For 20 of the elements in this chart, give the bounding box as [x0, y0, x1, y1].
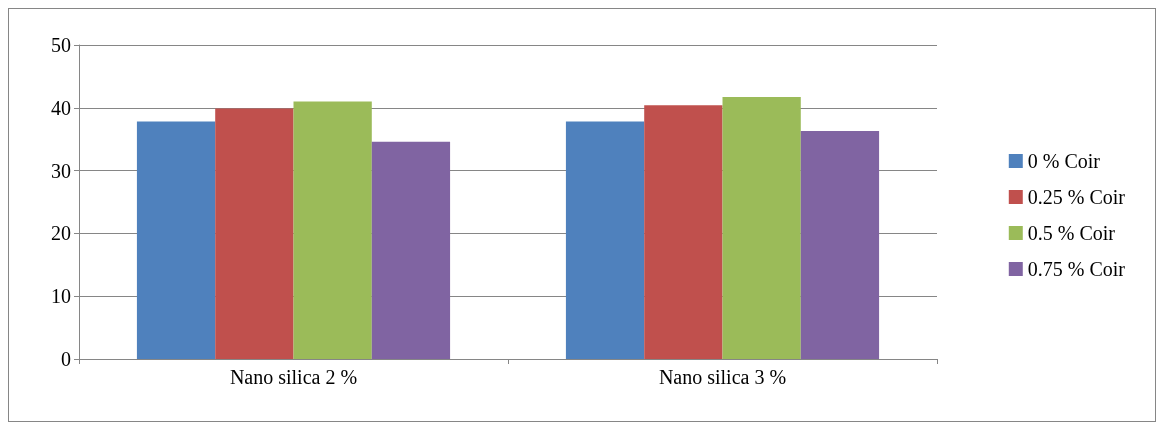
y-tick-label: 40: [51, 96, 71, 119]
bar: [722, 97, 801, 359]
y-tick-label: 10: [51, 285, 71, 308]
legend-label: 0.5 % Coir: [1027, 222, 1116, 244]
y-tick-label: 30: [51, 159, 71, 182]
legend-label: 0.75 % Coir: [1027, 258, 1126, 280]
y-tick-label: 0: [61, 348, 71, 370]
x-tick-label: Nano silica 3 %: [658, 366, 787, 388]
bar: [800, 131, 880, 359]
x-tick-label: Nano silica 2 %: [229, 366, 358, 388]
bar: [644, 105, 723, 359]
bar: [293, 101, 372, 359]
legend-label: 0 % Coir: [1027, 150, 1101, 172]
bar: [215, 108, 294, 359]
bar: [136, 121, 216, 359]
y-tick-label: 50: [51, 34, 71, 56]
y-tick-label: 20: [51, 222, 71, 245]
legend-label: 0.25 % Coir: [1027, 186, 1126, 208]
bar: [565, 121, 645, 359]
bar: [371, 141, 451, 359]
